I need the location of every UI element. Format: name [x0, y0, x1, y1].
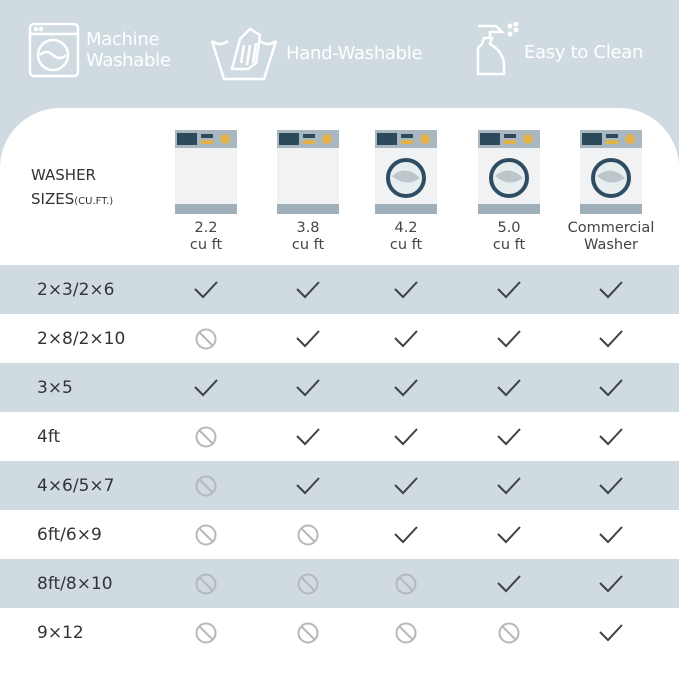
- table-row: 4ft: [0, 412, 679, 461]
- check-icon: [394, 379, 418, 397]
- table-row: 2×8/2×10: [0, 314, 679, 363]
- check-icon: [194, 379, 218, 397]
- row-size-label: 4ft: [37, 426, 61, 447]
- washer-icon: [277, 130, 339, 214]
- check-icon: [599, 575, 623, 593]
- check-icon: [497, 575, 521, 593]
- header-label: WASHER: [31, 166, 96, 184]
- feature-label: Washable: [86, 50, 171, 71]
- not-allowed-icon: [297, 573, 319, 595]
- column-label: cu ft: [189, 237, 223, 253]
- check-icon: [599, 526, 623, 544]
- column-label: 3.8: [296, 220, 320, 236]
- spray-bottle-icon: [476, 22, 519, 76]
- check-icon: [394, 428, 418, 446]
- not-allowed-icon: [395, 622, 417, 644]
- check-icon: [599, 624, 623, 642]
- check-icon: [194, 281, 218, 299]
- check-icon: [296, 428, 320, 446]
- check-icon: [497, 281, 521, 299]
- column-label: 2.2: [194, 220, 218, 236]
- row-size-label: 9×12: [37, 622, 84, 643]
- column-label: Commercial: [567, 220, 655, 236]
- check-icon: [497, 477, 521, 495]
- row-size-label: 2×3/2×6: [37, 279, 115, 300]
- check-icon: [394, 477, 418, 495]
- table-row: 9×12: [0, 608, 679, 657]
- check-icon: [296, 330, 320, 348]
- feature-easy-to-clean: Easy to Clean: [474, 22, 643, 78]
- not-allowed-icon: [297, 622, 319, 644]
- feature-machine-washable: Machine Washable: [28, 22, 171, 78]
- washer-column-header: Commercial Washer: [561, 130, 661, 254]
- not-allowed-icon: [297, 524, 319, 546]
- header-label2: SIZES: [31, 190, 75, 208]
- check-icon: [394, 281, 418, 299]
- check-icon: [394, 330, 418, 348]
- check-icon: [296, 379, 320, 397]
- not-allowed-icon: [195, 622, 217, 644]
- check-icon: [497, 330, 521, 348]
- row-size-label: 3×5: [37, 377, 73, 398]
- check-icon: [497, 428, 521, 446]
- check-icon: [599, 379, 623, 397]
- check-icon: [497, 526, 521, 544]
- column-label: 5.0: [497, 220, 521, 236]
- washer-column-header: 2.2 cu ft: [156, 130, 256, 254]
- not-allowed-icon: [395, 573, 417, 595]
- column-label: cu ft: [492, 237, 526, 253]
- check-icon: [296, 477, 320, 495]
- washer-icon: [175, 130, 237, 214]
- washer-column-header: 3.8 cu ft: [258, 130, 358, 254]
- not-allowed-icon: [498, 622, 520, 644]
- not-allowed-icon: [195, 524, 217, 546]
- check-icon: [394, 526, 418, 544]
- washing-machine-icon: [28, 22, 80, 78]
- check-icon: [599, 281, 623, 299]
- washer-sizes-header: WASHER SIZES(CU.FT.): [31, 163, 113, 214]
- column-label: 4.2: [394, 220, 418, 236]
- washer-column-header: 4.2 cu ft: [356, 130, 456, 254]
- washer-icon: [478, 130, 540, 214]
- feature-label: Hand-Washable: [286, 42, 423, 64]
- washer-icon: [580, 130, 642, 214]
- check-icon: [599, 330, 623, 348]
- table-row: 2×3/2×6: [0, 265, 679, 314]
- check-icon: [599, 428, 623, 446]
- row-size-label: 8ft/8×10: [37, 573, 113, 594]
- table-row: 3×5: [0, 363, 679, 412]
- not-allowed-icon: [195, 573, 217, 595]
- table-row: 6ft/6×9: [0, 510, 679, 559]
- column-label: cu ft: [291, 237, 325, 253]
- washer-column-header: 5.0 cu ft: [459, 130, 559, 254]
- washer-icon: [375, 130, 437, 214]
- row-size-label: 4×6/5×7: [37, 475, 115, 496]
- feature-label: Easy to Clean: [524, 41, 644, 63]
- feature-label: Machine: [86, 29, 160, 50]
- not-allowed-icon: [195, 328, 217, 350]
- check-icon: [296, 281, 320, 299]
- not-allowed-icon: [195, 426, 217, 448]
- check-icon: [497, 379, 521, 397]
- row-size-label: 2×8/2×10: [37, 328, 126, 349]
- hand-wash-icon: [210, 27, 278, 81]
- header-unit: (CU.FT.): [74, 196, 114, 207]
- row-size-label: 6ft/6×9: [37, 524, 102, 545]
- feature-hand-washable: Hand-Washable: [210, 25, 423, 81]
- column-label: cu ft: [389, 237, 423, 253]
- table-row: 8ft/8×10: [0, 559, 679, 608]
- not-allowed-icon: [195, 475, 217, 497]
- column-label: Washer: [584, 237, 638, 253]
- table-row: 4×6/5×7: [0, 461, 679, 510]
- check-icon: [599, 477, 623, 495]
